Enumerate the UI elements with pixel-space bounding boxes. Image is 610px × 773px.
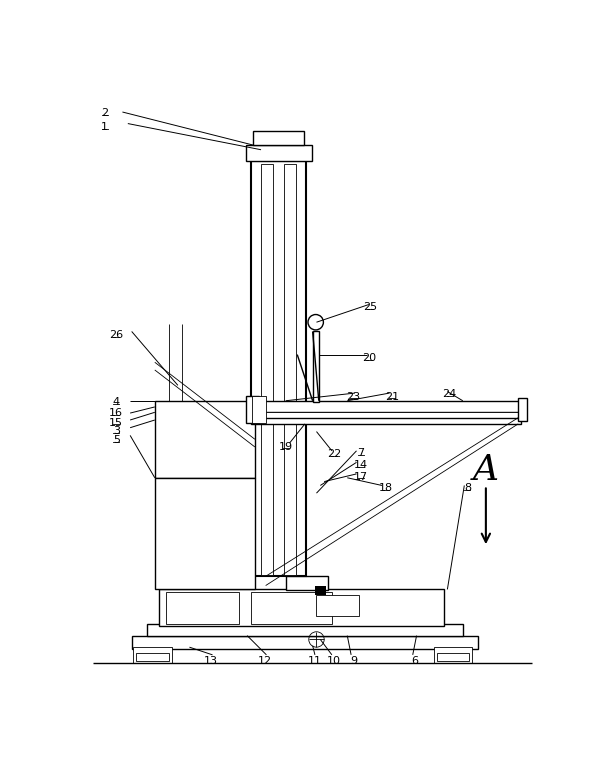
Text: 26: 26: [109, 330, 123, 340]
Bar: [251, 161, 306, 577]
Bar: [518, 397, 528, 421]
Text: 20: 20: [362, 353, 376, 363]
Bar: [155, 400, 255, 478]
Text: 22: 22: [327, 449, 342, 459]
Text: 14: 14: [354, 460, 368, 470]
Bar: [155, 478, 255, 589]
Bar: [251, 411, 520, 417]
Text: 7: 7: [357, 448, 365, 458]
Bar: [434, 647, 472, 662]
Text: 17: 17: [354, 472, 368, 482]
Text: 8: 8: [464, 483, 471, 493]
Bar: [133, 647, 172, 662]
Text: 6: 6: [412, 656, 418, 666]
Text: 18: 18: [379, 483, 393, 493]
Text: 2: 2: [101, 108, 109, 118]
Text: 9: 9: [350, 656, 357, 666]
Text: 12: 12: [258, 656, 272, 666]
Text: 23: 23: [346, 391, 361, 401]
Bar: [313, 332, 319, 402]
Text: 24: 24: [443, 390, 457, 399]
Bar: [251, 417, 520, 424]
Text: 1: 1: [101, 122, 108, 132]
Text: 19: 19: [279, 441, 293, 451]
Text: 15: 15: [109, 417, 123, 427]
Text: A: A: [473, 453, 499, 487]
Text: 11: 11: [308, 656, 322, 666]
Text: 3: 3: [113, 426, 120, 436]
Bar: [136, 653, 168, 661]
Text: 10: 10: [326, 656, 340, 666]
Text: 5: 5: [113, 435, 120, 445]
Text: 13: 13: [204, 656, 218, 666]
Bar: [167, 591, 240, 624]
Text: 25: 25: [364, 302, 378, 312]
Bar: [251, 400, 520, 411]
Bar: [246, 145, 312, 161]
Text: 4: 4: [113, 397, 120, 407]
Bar: [437, 653, 469, 661]
Text: 21: 21: [385, 391, 399, 401]
Bar: [317, 594, 359, 616]
Bar: [252, 396, 266, 423]
Bar: [246, 396, 259, 423]
Text: 16: 16: [109, 408, 123, 418]
Bar: [315, 586, 326, 594]
Bar: [285, 577, 328, 590]
Bar: [147, 624, 463, 635]
Bar: [132, 635, 478, 649]
Bar: [261, 164, 273, 575]
Bar: [251, 591, 332, 624]
Bar: [284, 164, 296, 575]
Bar: [159, 589, 443, 626]
Bar: [253, 131, 304, 145]
